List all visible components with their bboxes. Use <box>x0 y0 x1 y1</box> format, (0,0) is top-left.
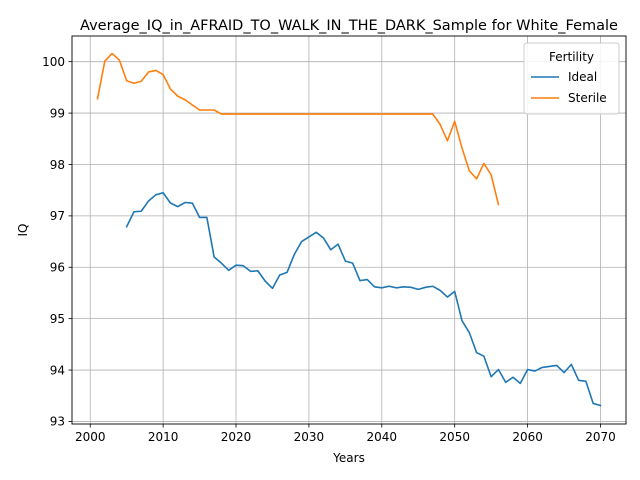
y-tick-label: 100 <box>42 55 65 69</box>
x-tick-label: 2060 <box>512 430 543 444</box>
x-tick-label: 2030 <box>294 430 325 444</box>
legend-box <box>523 42 620 115</box>
chart-title: Average_IQ_in_AFRAID_TO_WALK_IN_THE_DARK… <box>80 18 618 34</box>
legend-label-sterile: Sterile <box>568 91 607 105</box>
legend-title: Fertility <box>549 50 594 64</box>
x-tick-label: 2020 <box>221 430 252 444</box>
y-tick-label: 95 <box>50 312 65 326</box>
y-tick-label: 99 <box>50 106 65 120</box>
x-tick-label: 2050 <box>439 430 470 444</box>
y-tick-label: 98 <box>50 158 65 172</box>
legend: Fertility Ideal Sterile <box>523 42 620 115</box>
plot-frame <box>71 35 627 425</box>
legend-label-ideal: Ideal <box>568 70 597 84</box>
x-tick-label: 2010 <box>148 430 179 444</box>
x-tick-label: 2040 <box>367 430 398 444</box>
x-tick-label: 2070 <box>585 430 616 444</box>
axis-ticks: 2000 2010 2020 2030 2040 2050 2060 2070 93 94 95 96… <box>42 55 616 444</box>
series-line-ideal <box>125 191 602 407</box>
series-lines <box>96 52 602 407</box>
y-tick-label: 93 <box>50 415 65 429</box>
legend-entries: Ideal Sterile <box>531 70 607 105</box>
y-axis-label: IQ <box>16 224 30 237</box>
y-tick-label: 97 <box>50 209 65 223</box>
x-tick-label: 2000 <box>75 430 106 444</box>
y-tick-label: 94 <box>50 363 65 377</box>
series-line-sterile <box>96 52 500 206</box>
x-axis-label: Years <box>332 451 365 465</box>
y-tick-label: 96 <box>50 261 65 275</box>
